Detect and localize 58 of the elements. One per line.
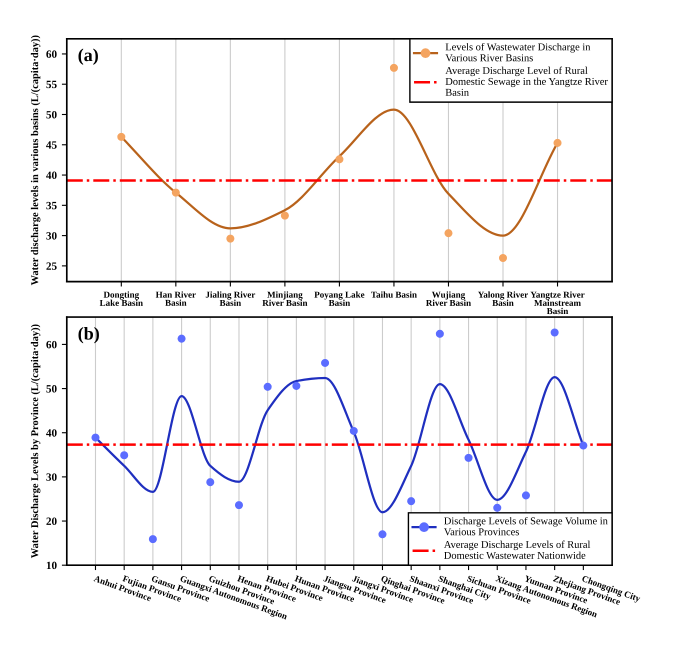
y-tick-label: 25 [46, 262, 57, 270]
y-tick-label: 60 [46, 340, 57, 348]
y-tick-label: 40 [46, 172, 57, 180]
y-tick-label: 50 [46, 110, 57, 118]
point [498, 254, 508, 262]
x-tick-label: Wujiang River Basin [426, 291, 471, 306]
y-tick-label: 40 [46, 429, 57, 437]
point [550, 328, 559, 337]
point [493, 504, 502, 512]
point [522, 491, 530, 500]
legend-label: Average Discharge Levels of Rural Domestic Wastewater Nationwide [444, 540, 590, 559]
y-tick-label: 10 [46, 562, 57, 570]
x-tick-label: Taihu Basin [371, 291, 417, 298]
y-axis-title: Water discharge levels in various basins (L/(capita·day)) [30, 35, 40, 286]
annotation: (a) [78, 48, 98, 65]
x-tick-label: Poyang Lake Basin [314, 291, 364, 306]
point [553, 138, 562, 147]
y-tick-label: 45 [46, 141, 57, 149]
y-tick-label: 20 [46, 518, 57, 526]
x-tick-label: Yangtze River Mainstream Basin [530, 291, 585, 314]
y-tick-label: 30 [46, 473, 57, 481]
point [172, 188, 180, 197]
point [120, 451, 128, 460]
point [579, 442, 588, 450]
point [407, 497, 416, 506]
legend-label: Average Discharge Level of Rural Domestic Sewage in the Yangtze River Basin [445, 66, 608, 96]
y-tick-label: 30 [46, 232, 57, 240]
point [292, 382, 300, 390]
x-tick-label: Minjiang River Basin [262, 291, 308, 306]
point [234, 501, 243, 510]
x-tick-label: Yalong River Basin [478, 291, 528, 306]
point [117, 132, 126, 141]
point [280, 212, 289, 220]
y-tick-label: 55 [46, 80, 57, 88]
annotation: (b) [78, 326, 99, 344]
legend-label: Discharge Levels of Sewage Volume in Various Provinces [444, 516, 608, 536]
point [264, 382, 272, 391]
point [148, 535, 157, 544]
point [378, 530, 386, 538]
point [436, 330, 444, 338]
y-tick-label: 50 [46, 385, 57, 393]
point [390, 64, 398, 72]
point [206, 478, 214, 486]
x-tick-label: Jialing River Basin [206, 291, 256, 306]
point [91, 434, 100, 442]
x-tick-label: Dongting Lake Basin [100, 291, 143, 306]
point [464, 454, 473, 462]
point [321, 358, 330, 367]
point [178, 334, 186, 343]
y-axis-title: Water Discharge Levels by Province (L/(capita·day)) [30, 324, 40, 558]
point [444, 229, 452, 238]
point [226, 234, 234, 243]
y-tick-label: 35 [46, 202, 57, 210]
y-tick-label: 60 [46, 50, 57, 58]
legend-label: Levels of Wastewater Discharge in Various River Basins [445, 42, 590, 62]
point [335, 155, 344, 164]
point [350, 426, 358, 435]
x-tick-label: Han River Basin [156, 291, 196, 306]
